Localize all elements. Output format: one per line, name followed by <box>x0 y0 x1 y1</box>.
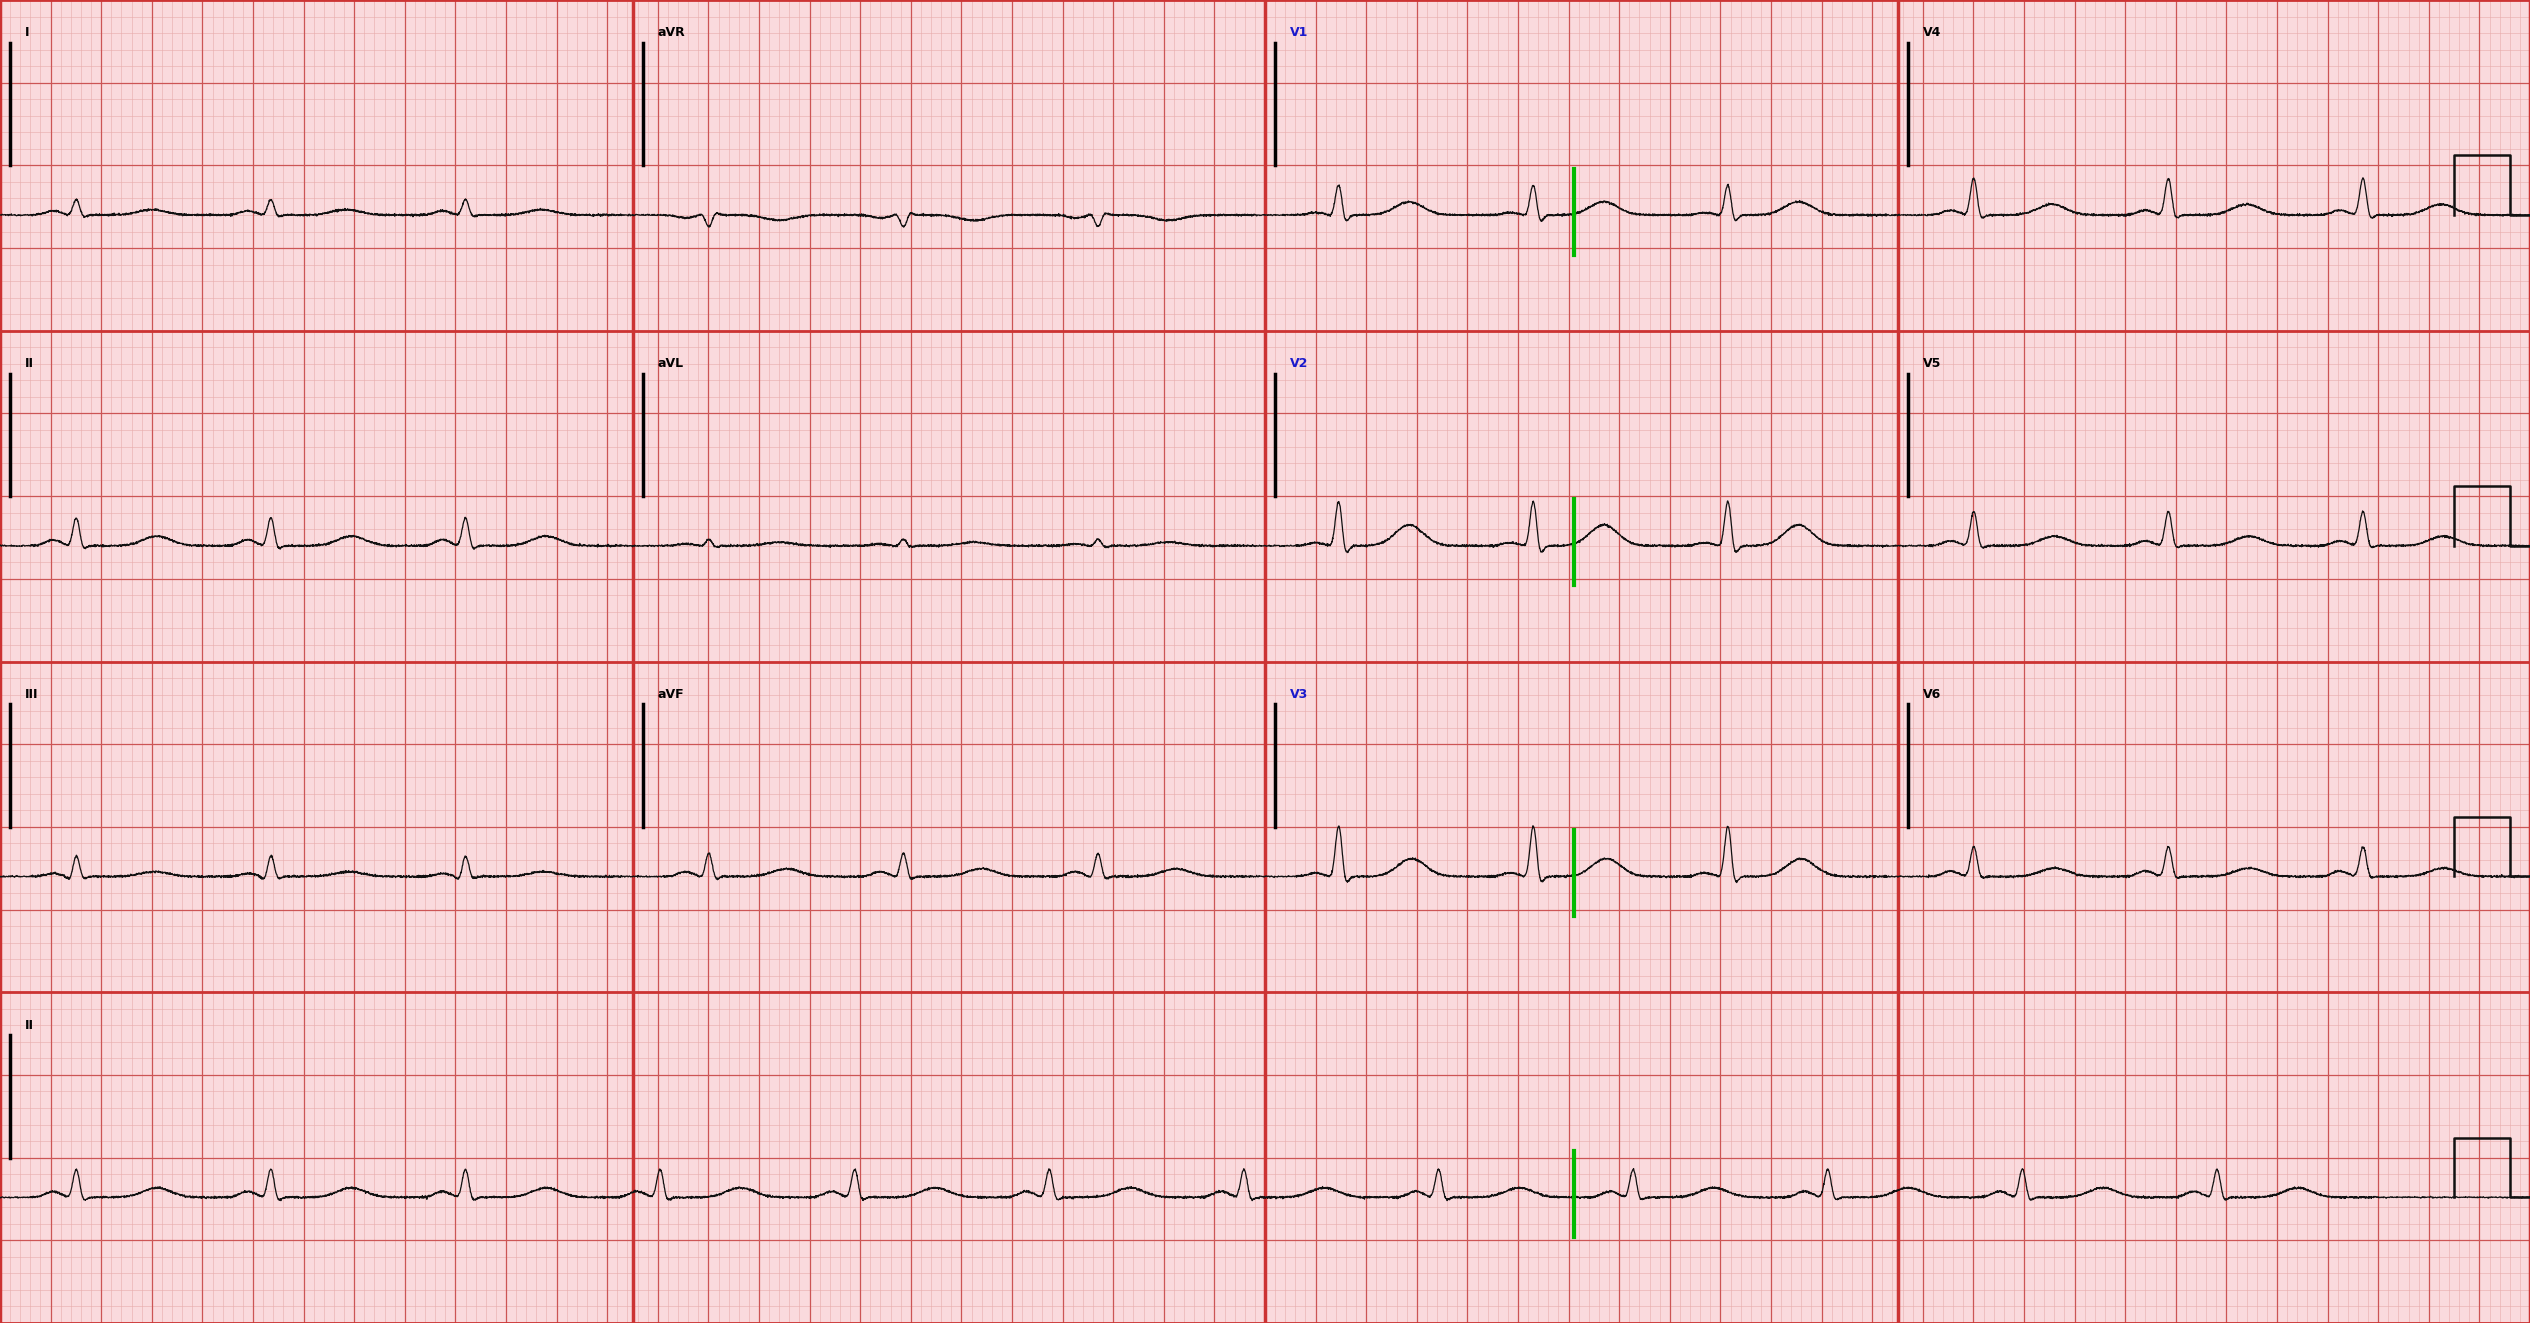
Text: I: I <box>25 26 30 40</box>
Text: aVF: aVF <box>658 688 686 701</box>
Text: V1: V1 <box>1290 26 1308 40</box>
Text: II: II <box>25 357 35 370</box>
Text: aVL: aVL <box>658 357 683 370</box>
Text: V3: V3 <box>1290 688 1308 701</box>
Text: V4: V4 <box>1923 26 1941 40</box>
Text: II: II <box>25 1019 35 1032</box>
Text: III: III <box>25 688 38 701</box>
Text: V2: V2 <box>1290 357 1308 370</box>
Text: aVR: aVR <box>658 26 686 40</box>
Text: V6: V6 <box>1923 688 1941 701</box>
Text: V5: V5 <box>1923 357 1941 370</box>
